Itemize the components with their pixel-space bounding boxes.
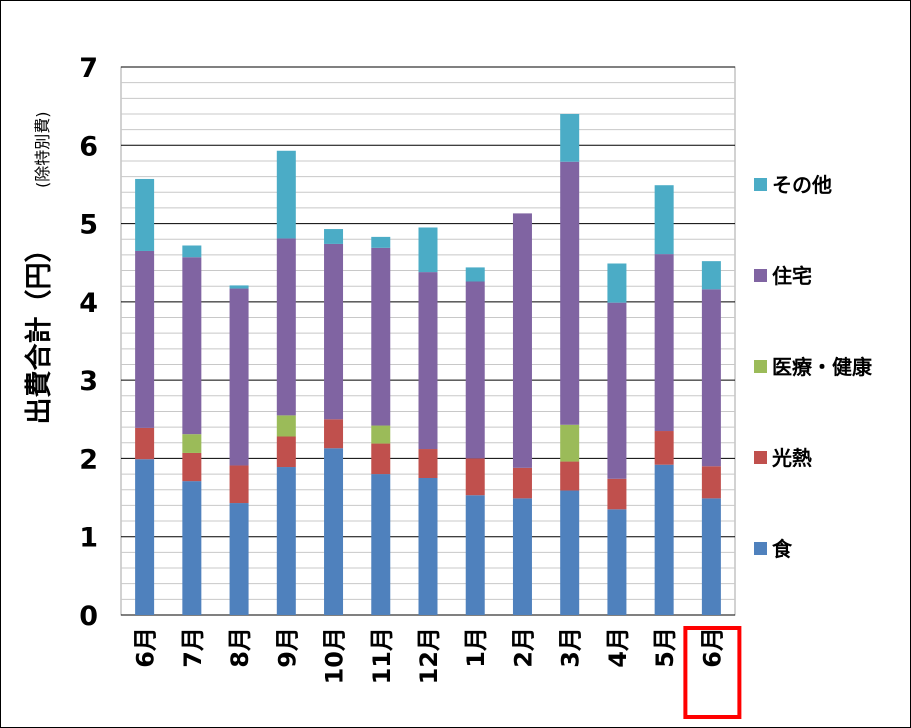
- legend-label: 住宅: [772, 264, 812, 288]
- y-tick-label: 1: [79, 523, 98, 554]
- bar-segment: [324, 419, 344, 449]
- bar-segment: [276, 415, 296, 437]
- bars: [135, 113, 721, 615]
- x-tick-label: 11月: [368, 627, 396, 684]
- bar-segment: [371, 247, 391, 426]
- bar-segment: [560, 113, 580, 162]
- bar-segment: [324, 448, 344, 615]
- bar-segment: [512, 498, 532, 615]
- bar-segment: [701, 466, 721, 499]
- bar-segment: [701, 289, 721, 467]
- bar-segment: [135, 178, 155, 251]
- x-tick-label: 9月: [273, 627, 301, 668]
- y-tick-label: 7: [79, 53, 98, 84]
- bar-segment: [229, 288, 249, 466]
- legend-swatch: [754, 542, 767, 555]
- y-tick-label: 0: [79, 601, 98, 632]
- bar-segment: [701, 498, 721, 615]
- bar-segment: [607, 302, 627, 479]
- legend-swatch: [754, 269, 767, 282]
- y-tick-label: 6: [79, 131, 98, 162]
- bar-segment: [182, 434, 202, 453]
- y-tick-label: 2: [79, 444, 98, 475]
- bar-segment: [182, 452, 202, 482]
- x-tick-label: 12月: [415, 627, 443, 684]
- bar-segment: [607, 263, 627, 303]
- x-axis: 6月 7月 8月 9月 10月 11月 12月 1月 2月 3月 4月 5月 6月: [132, 626, 742, 719]
- bar-segment: [371, 425, 391, 444]
- y-axis: 0 1 2 3 4 5 6 7: [79, 53, 98, 632]
- bar-segment: [512, 467, 532, 499]
- x-tick-label: 2月: [509, 627, 537, 668]
- legend-label: その他: [772, 173, 832, 197]
- bar-segment: [229, 285, 249, 289]
- bar-segment: [276, 150, 296, 239]
- legend-label: 医療・健康: [772, 355, 873, 379]
- bar-segment: [371, 236, 391, 248]
- bar-segment: [135, 459, 155, 615]
- bar-segment: [418, 272, 438, 450]
- bar-segment: [371, 474, 391, 615]
- legend-swatch: [754, 178, 767, 191]
- bar-segment: [182, 245, 202, 258]
- bar-segment: [607, 509, 627, 615]
- legend-swatch: [754, 360, 767, 373]
- bar-segment: [418, 449, 438, 478]
- x-tick-label: 8月: [226, 627, 254, 668]
- bar-segment: [229, 503, 249, 615]
- bar-segment: [560, 490, 580, 615]
- x-tick-label: 4月: [604, 627, 632, 668]
- bar-segment: [654, 254, 674, 432]
- legend-swatch: [754, 451, 767, 464]
- x-tick-label: 3月: [557, 627, 585, 668]
- bar-segment: [560, 161, 580, 425]
- x-tick-label: 5月: [651, 627, 679, 668]
- bar-segment: [560, 424, 580, 462]
- y-tick-label: 4: [79, 288, 98, 319]
- bar-segment: [135, 427, 155, 460]
- bar-segment: [182, 481, 202, 615]
- bar-segment: [607, 478, 627, 510]
- bar-segment: [465, 458, 485, 496]
- bar-segment: [465, 495, 485, 615]
- bar-segment: [560, 461, 580, 491]
- bar-segment: [465, 281, 485, 459]
- bar-segment: [276, 467, 296, 615]
- y-tick-label: 3: [79, 366, 98, 397]
- bar-segment: [654, 185, 674, 255]
- y-axis-title: 出費合計（円） (除特別費): [23, 112, 55, 425]
- highlight-box: [683, 626, 742, 719]
- bar-segment: [276, 436, 296, 468]
- bar-segment: [654, 431, 674, 465]
- x-tick-label: 6月: [698, 627, 726, 668]
- bar-segment: [182, 257, 202, 435]
- x-tick-label: 7月: [179, 627, 207, 668]
- legend-label: 光熱: [771, 446, 812, 470]
- bar-segment: [418, 478, 438, 615]
- x-tick-label: 6月: [132, 627, 160, 668]
- bar-segment: [418, 227, 438, 273]
- bar-segment: [512, 213, 532, 468]
- bar-segment: [324, 243, 344, 420]
- bar-segment: [371, 443, 391, 475]
- bar-segment: [135, 250, 155, 428]
- y-tick-label: 5: [79, 210, 98, 241]
- bar-segment: [229, 465, 249, 504]
- y-axis-label-note: (除特別費): [33, 112, 52, 189]
- bar-segment: [701, 261, 721, 290]
- legend-label: 食: [772, 537, 793, 561]
- bar-segment: [324, 229, 344, 244]
- bar-segment: [654, 464, 674, 615]
- bar-segment: [465, 267, 485, 282]
- y-axis-label: 出費合計（円）: [23, 236, 55, 425]
- x-tick-label: 10月: [321, 627, 349, 684]
- x-tick-label: 1月: [462, 627, 490, 668]
- bar-segment: [276, 238, 296, 416]
